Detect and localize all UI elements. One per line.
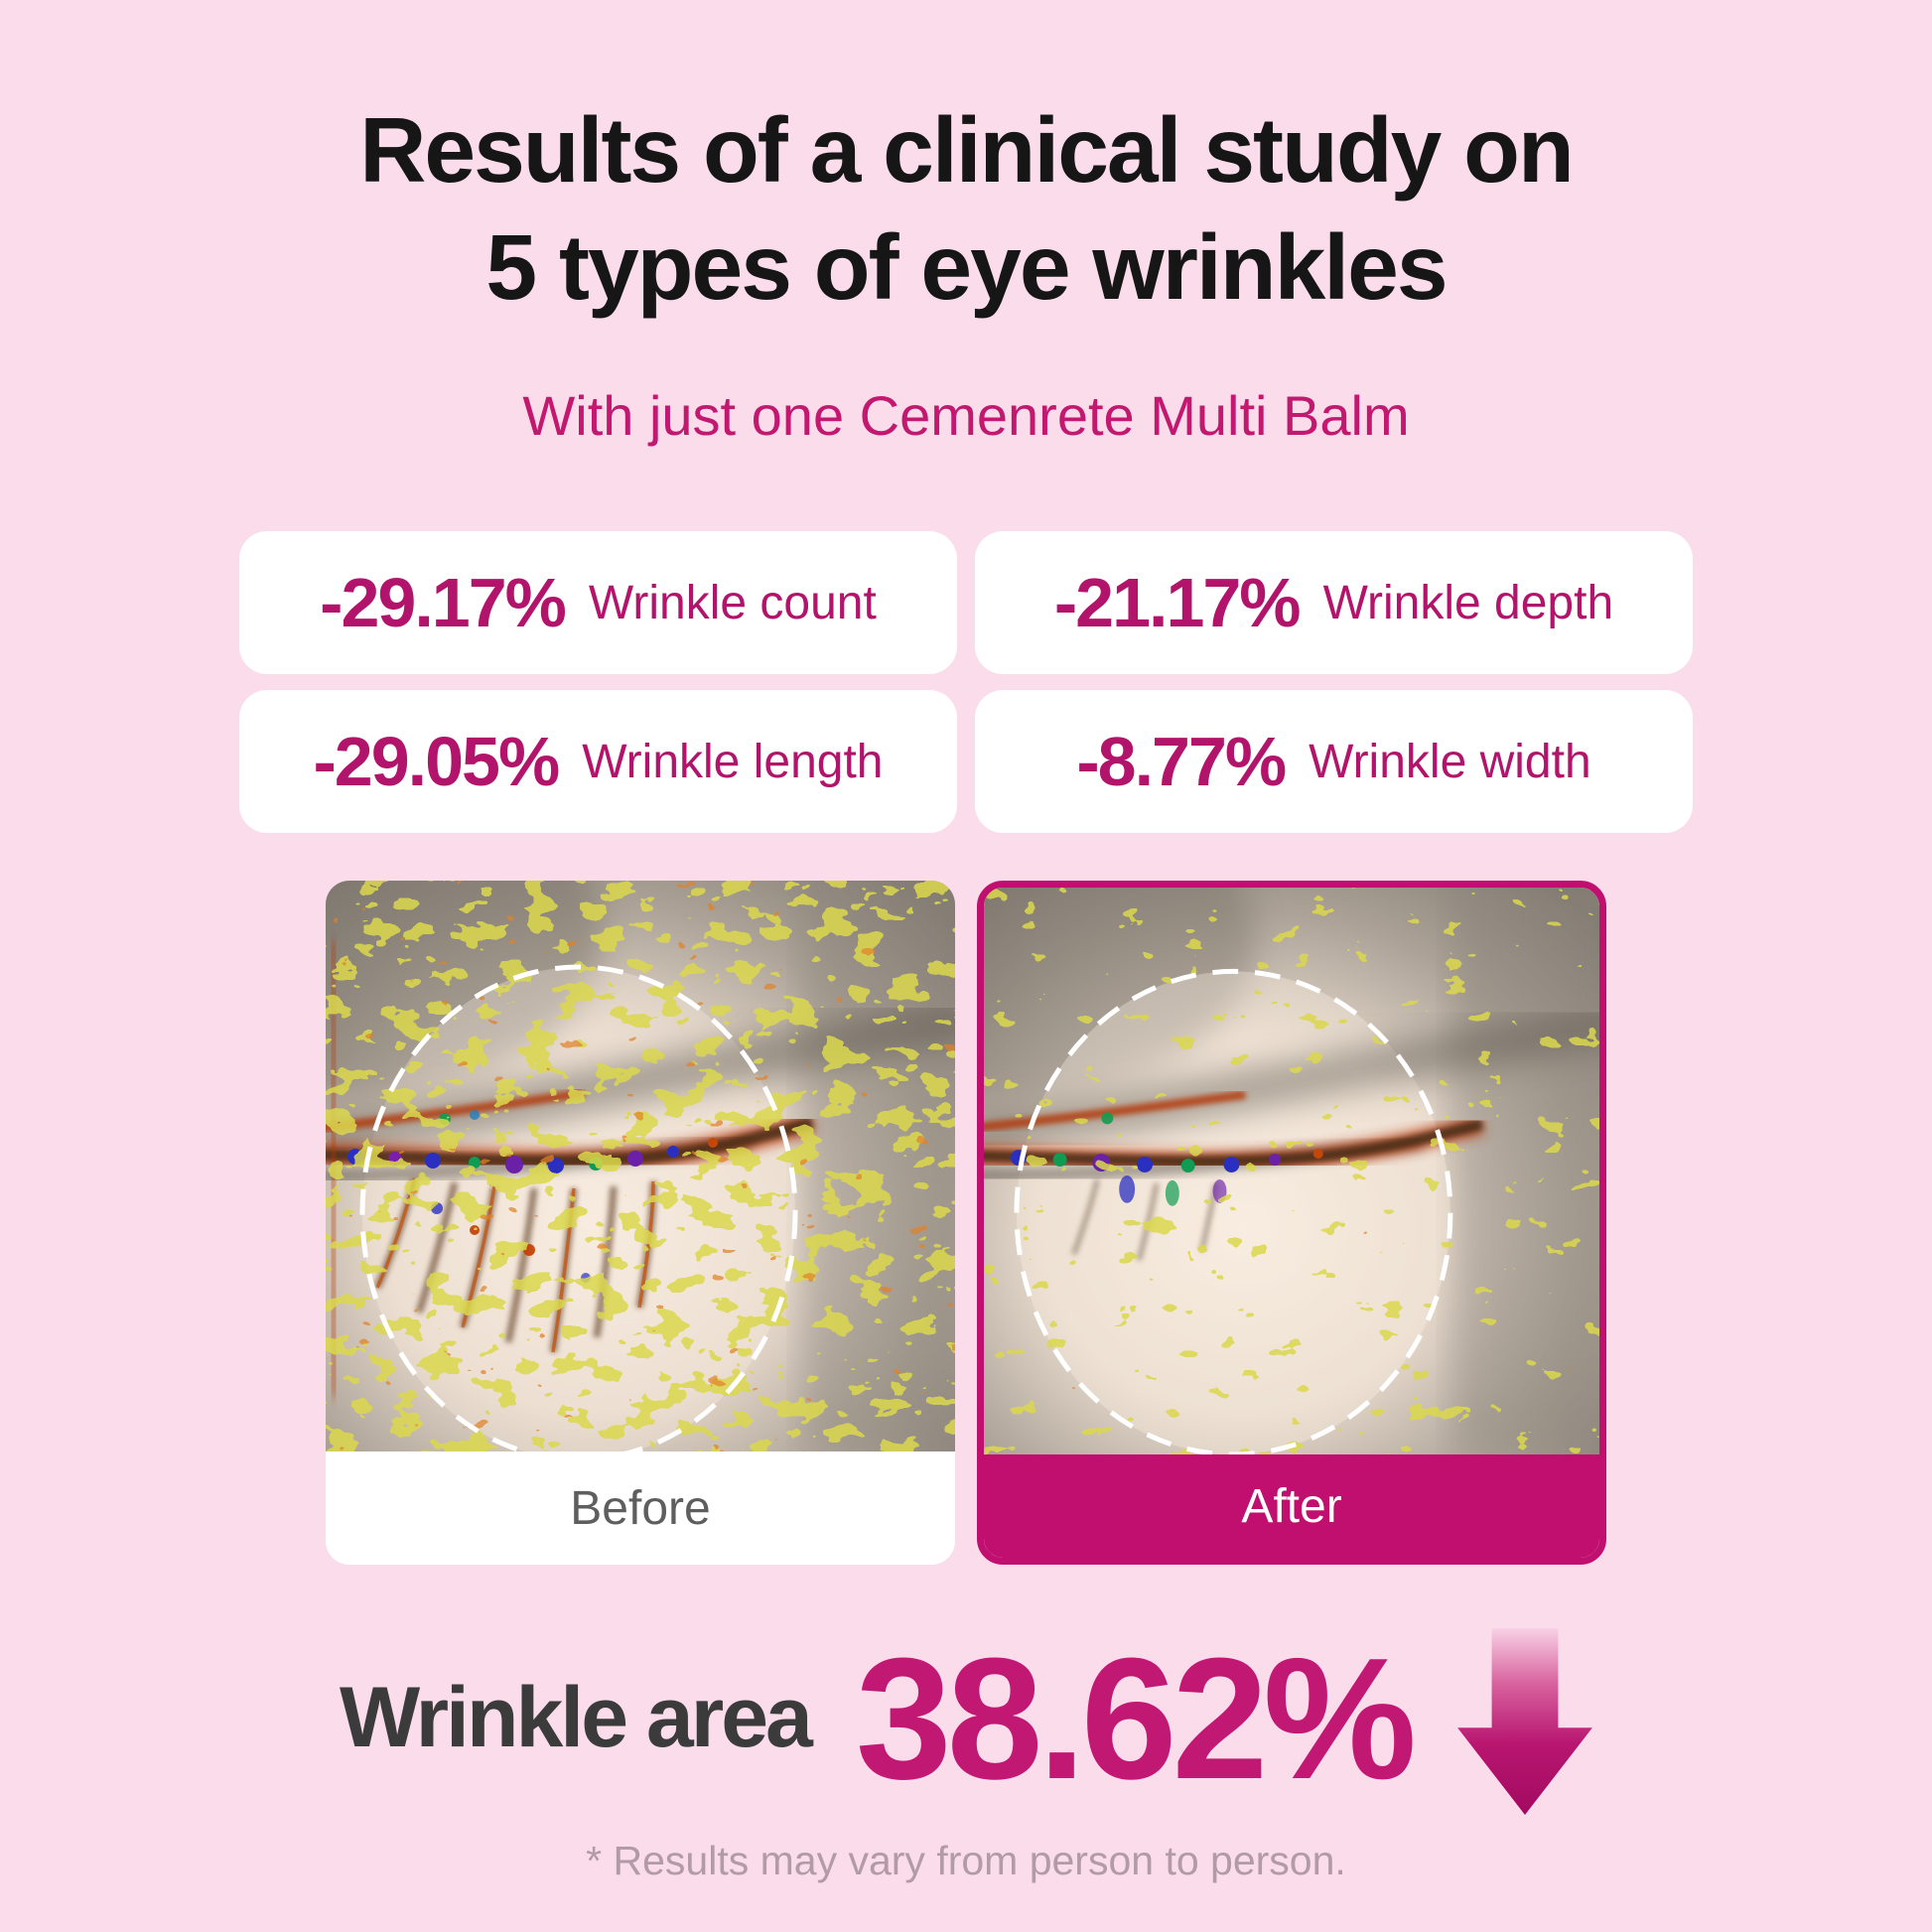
page-title: Results of a clinical study on 5 types of… — [0, 0, 1932, 326]
stat-value: -21.17% — [1053, 564, 1302, 642]
before-card: Before — [326, 881, 955, 1566]
subtitle: With just one Cemenrete Multi Balm — [522, 384, 1410, 448]
stat-value: -29.05% — [313, 723, 561, 801]
dashed-circle — [359, 964, 798, 1452]
after-eye-illustration — [984, 888, 1599, 1455]
after-card: After — [977, 881, 1606, 1566]
stat-label: Wrinkle length — [582, 735, 884, 788]
stat-label: Wrinkle depth — [1322, 576, 1614, 629]
stat-value: -8.77% — [1076, 723, 1287, 801]
footnote: * Results may vary from person to person… — [586, 1838, 1346, 1884]
before-eye-illustration — [326, 881, 955, 1452]
wrinkle-area-stat: Wrinkle area 38.62% — [0, 1618, 1932, 1818]
after-label: After — [984, 1454, 1599, 1559]
before-image — [326, 881, 955, 1452]
stat-value: -29.17% — [320, 564, 567, 642]
stat-label: Wrinkle count — [588, 576, 877, 629]
stats-grid: -29.17% Wrinkle count -21.17% Wrinkle de… — [239, 531, 1693, 834]
before-after-row: Before — [326, 881, 1606, 1566]
after-image — [984, 888, 1599, 1455]
stat-pill-wrinkle-length: -29.05% Wrinkle length — [239, 690, 957, 834]
wrinkle-area-label: Wrinkle area — [339, 1670, 813, 1766]
stat-pill-wrinkle-depth: -21.17% Wrinkle depth — [975, 531, 1693, 675]
stat-label: Wrinkle width — [1309, 735, 1591, 788]
dashed-circle — [1014, 969, 1453, 1455]
stat-pill-wrinkle-count: -29.17% Wrinkle count — [239, 531, 957, 675]
title-line-1: Results of a clinical study on — [359, 98, 1575, 202]
wrinkle-area-value: 38.62% — [855, 1621, 1417, 1816]
title-line-2: 5 types of eye wrinkles — [485, 215, 1448, 320]
down-arrow-icon — [1457, 1627, 1592, 1815]
stat-pill-wrinkle-width: -8.77% Wrinkle width — [975, 690, 1693, 834]
before-label: Before — [326, 1451, 955, 1566]
